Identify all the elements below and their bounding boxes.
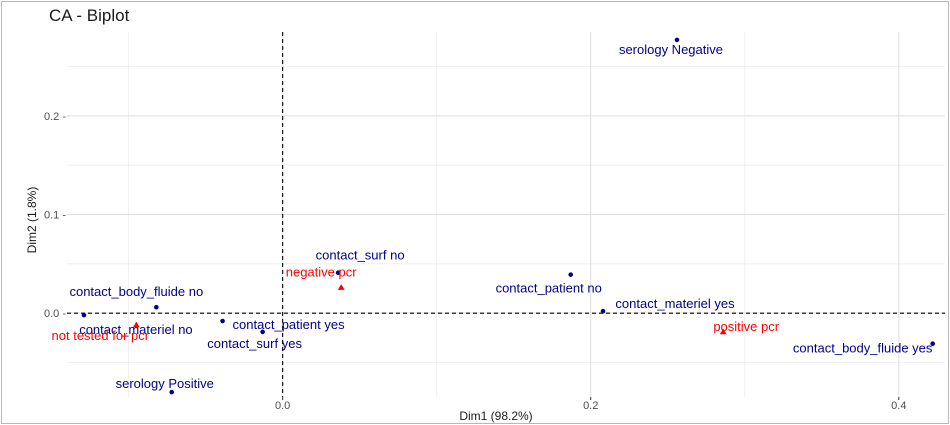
circle-point xyxy=(568,272,573,277)
circle-point xyxy=(335,270,341,276)
point-label: contact_patient no xyxy=(496,281,602,296)
x-tick-label: 0.2 xyxy=(583,400,598,412)
x-axis-title: Dim1 (98.2%) xyxy=(459,409,532,423)
x-tick-label: 0.0 xyxy=(275,400,290,412)
point-label: contact_materiel yes xyxy=(615,296,735,311)
triangle-point xyxy=(132,321,140,328)
point-label: serology Positive xyxy=(116,376,214,391)
point-label: negative pcr xyxy=(286,265,357,280)
y-tick-label: 0.0 - xyxy=(44,308,66,320)
point-label: not tested for pcr xyxy=(52,328,150,343)
circle-point xyxy=(600,308,606,314)
circle-point xyxy=(220,318,225,324)
circle-point xyxy=(154,304,159,310)
circle-point xyxy=(169,389,175,395)
y-tick-label: 0.2 - xyxy=(44,111,66,123)
point-label: contact_materiel no xyxy=(79,322,192,337)
triangle-point xyxy=(719,328,727,335)
point-label: serology Negative xyxy=(619,42,723,57)
chart-title: CA - Biplot xyxy=(49,6,130,25)
triangle-point xyxy=(337,284,345,290)
point-label: contact_body_fluide no xyxy=(69,284,203,299)
reference-lines xyxy=(67,32,945,397)
tick-labels: 0.0 0.2 0.4 0.0 - 0.1 - 0.2 - xyxy=(44,111,906,412)
x-tick-label: 0.4 xyxy=(891,400,906,412)
point-labels: serology Negative serology Positive contac… xyxy=(52,42,933,391)
data-points xyxy=(81,37,935,395)
point-label: contact_surf no xyxy=(316,248,405,263)
y-tick-label: 0.1 - xyxy=(44,210,66,222)
circle-point xyxy=(674,37,680,43)
circle-point xyxy=(260,329,265,335)
axis-ticks xyxy=(282,397,900,400)
point-label: positive pcr xyxy=(713,319,779,334)
y-axis-title: Dim2 (1.8%) xyxy=(25,187,39,254)
point-label: contact_surf yes xyxy=(207,336,302,351)
circle-point xyxy=(81,312,87,318)
circle-point xyxy=(930,341,935,347)
point-label: contact_body_fluide yes xyxy=(793,341,933,356)
point-label: contact_patient yes xyxy=(233,317,346,332)
